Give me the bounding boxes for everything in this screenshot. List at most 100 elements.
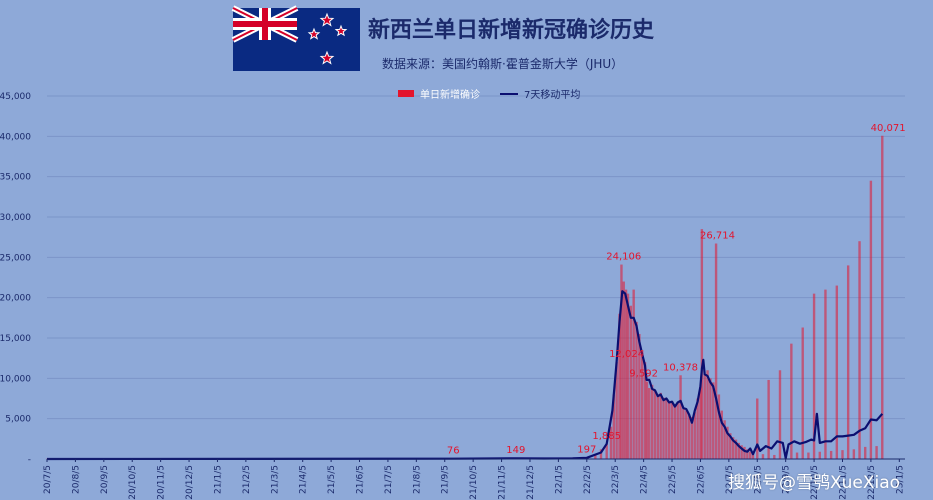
daily-bar [846, 265, 850, 459]
daily-bar [864, 446, 867, 459]
chart-title: 新西兰单日新增新冠确诊历史 [368, 18, 655, 43]
y-tick-label: 45,000 [0, 92, 31, 102]
daily-bar [812, 293, 816, 459]
daily-bar [852, 449, 856, 459]
y-tick-label: 40,000 [0, 132, 31, 142]
x-tick-label: 22/6/5 [696, 465, 706, 494]
daily-bar [618, 313, 621, 459]
daily-bar [632, 289, 635, 459]
daily-bar [706, 370, 709, 459]
union-jack-canton [231, 5, 299, 43]
annotations: 76 149 197 1,885 12,024 24,106 9,592 10,378 26,7… [447, 123, 906, 457]
x-tick-label: 21/9/5 [441, 465, 451, 494]
daily-bar [620, 264, 623, 459]
daily-bar [731, 437, 735, 459]
daily-bar [605, 443, 608, 459]
data-label: 149 [506, 445, 525, 456]
x-tick-label: 20/8/5 [71, 465, 81, 494]
x-tick-label: 21/2/5 [242, 465, 252, 494]
daily-bar [881, 135, 884, 459]
data-label: 1,885 [592, 431, 621, 442]
data-label: 197 [577, 444, 596, 455]
x-tick-label: 20/7/5 [43, 465, 53, 494]
grid-lines [47, 95, 905, 460]
daily-bar [841, 450, 844, 459]
daily-bar [653, 390, 657, 459]
daily-bar [726, 426, 729, 459]
x-tick-label: 22/5/5 [668, 465, 678, 494]
y-tick-label: 5,000 [5, 415, 31, 425]
new-zealand-flag [231, 5, 360, 71]
moving-average-series [46, 290, 884, 461]
x-tick-label: 22/12/5 [867, 465, 877, 500]
daily-bar [656, 396, 660, 459]
x-tick-label: 20/12/5 [185, 465, 195, 500]
x-tick-label: 20/11/5 [157, 465, 167, 500]
moving-average-line [46, 290, 884, 461]
x-tick-label: 21/10/5 [469, 465, 479, 500]
daily-bar [696, 398, 699, 459]
daily-bar [773, 454, 776, 459]
daily-bar [700, 229, 704, 459]
daily-bar [676, 402, 679, 459]
y-tick-label: 30,000 [0, 213, 31, 223]
daily-bar [643, 362, 647, 459]
data-label: 26,714 [700, 231, 735, 242]
daily-bar [622, 281, 625, 459]
x-tick-label: 22/1/5 [554, 465, 564, 494]
daily-bar [638, 333, 641, 459]
daily-bar [693, 412, 696, 459]
daily-bar [650, 384, 654, 459]
x-tick-label: 21/11/5 [498, 465, 508, 500]
daily-bar [875, 446, 878, 459]
daily-bar [629, 305, 633, 459]
daily-bar [807, 452, 810, 459]
daily-bar [612, 394, 615, 459]
daily-bar [795, 452, 799, 459]
daily-bar [624, 289, 628, 459]
daily-bar [599, 449, 603, 459]
star-icon [307, 27, 321, 40]
daily-bar [673, 404, 677, 459]
watermark: 搜狐号@雪鸮XueXiao [728, 473, 901, 493]
data-label: 10,378 [663, 362, 698, 373]
daily-bar [594, 454, 597, 459]
y-tick-label: 15,000 [0, 334, 31, 344]
x-tick-label: 22/4/5 [640, 465, 650, 494]
daily-bar [670, 400, 674, 459]
data-label: 24,106 [606, 252, 641, 263]
daily-bar [717, 394, 721, 459]
daily-bar [767, 379, 770, 459]
y-tick-label: 20,000 [0, 294, 31, 304]
daily-bar [751, 453, 755, 459]
x-tick-label: 21/8/5 [412, 465, 422, 494]
legend-bar-swatch [398, 90, 414, 97]
data-label: 9,592 [629, 369, 658, 380]
y-tick-label: 25,000 [0, 253, 31, 263]
daily-bar [679, 375, 682, 459]
daily-bar [714, 243, 718, 459]
daily-bar [740, 445, 743, 459]
daily-bar [748, 451, 752, 459]
daily-bar [635, 321, 638, 459]
y-tick-label: - [28, 455, 31, 465]
daily-bar [743, 446, 746, 459]
chart-subtitle: 数据来源：美国约翰斯·霍普金斯大学（JHU） [382, 57, 624, 71]
daily-bar [729, 433, 732, 459]
daily-bar [801, 327, 804, 459]
daily-bar [720, 410, 723, 459]
daily-bar [790, 343, 793, 459]
daily-bar [648, 388, 651, 459]
daily-bar [829, 450, 833, 459]
x-tick-label: 22/7/5 [725, 465, 735, 494]
x-tick-label: 22/10/5 [810, 465, 820, 500]
x-tick-label: 21/12/5 [526, 465, 536, 500]
daily-bar [662, 397, 665, 459]
daily-bar [734, 439, 738, 459]
daily-bar [615, 362, 618, 459]
daily-bar [818, 451, 821, 459]
star-icon [319, 12, 335, 27]
x-tick-label: 22/9/5 [782, 465, 792, 494]
